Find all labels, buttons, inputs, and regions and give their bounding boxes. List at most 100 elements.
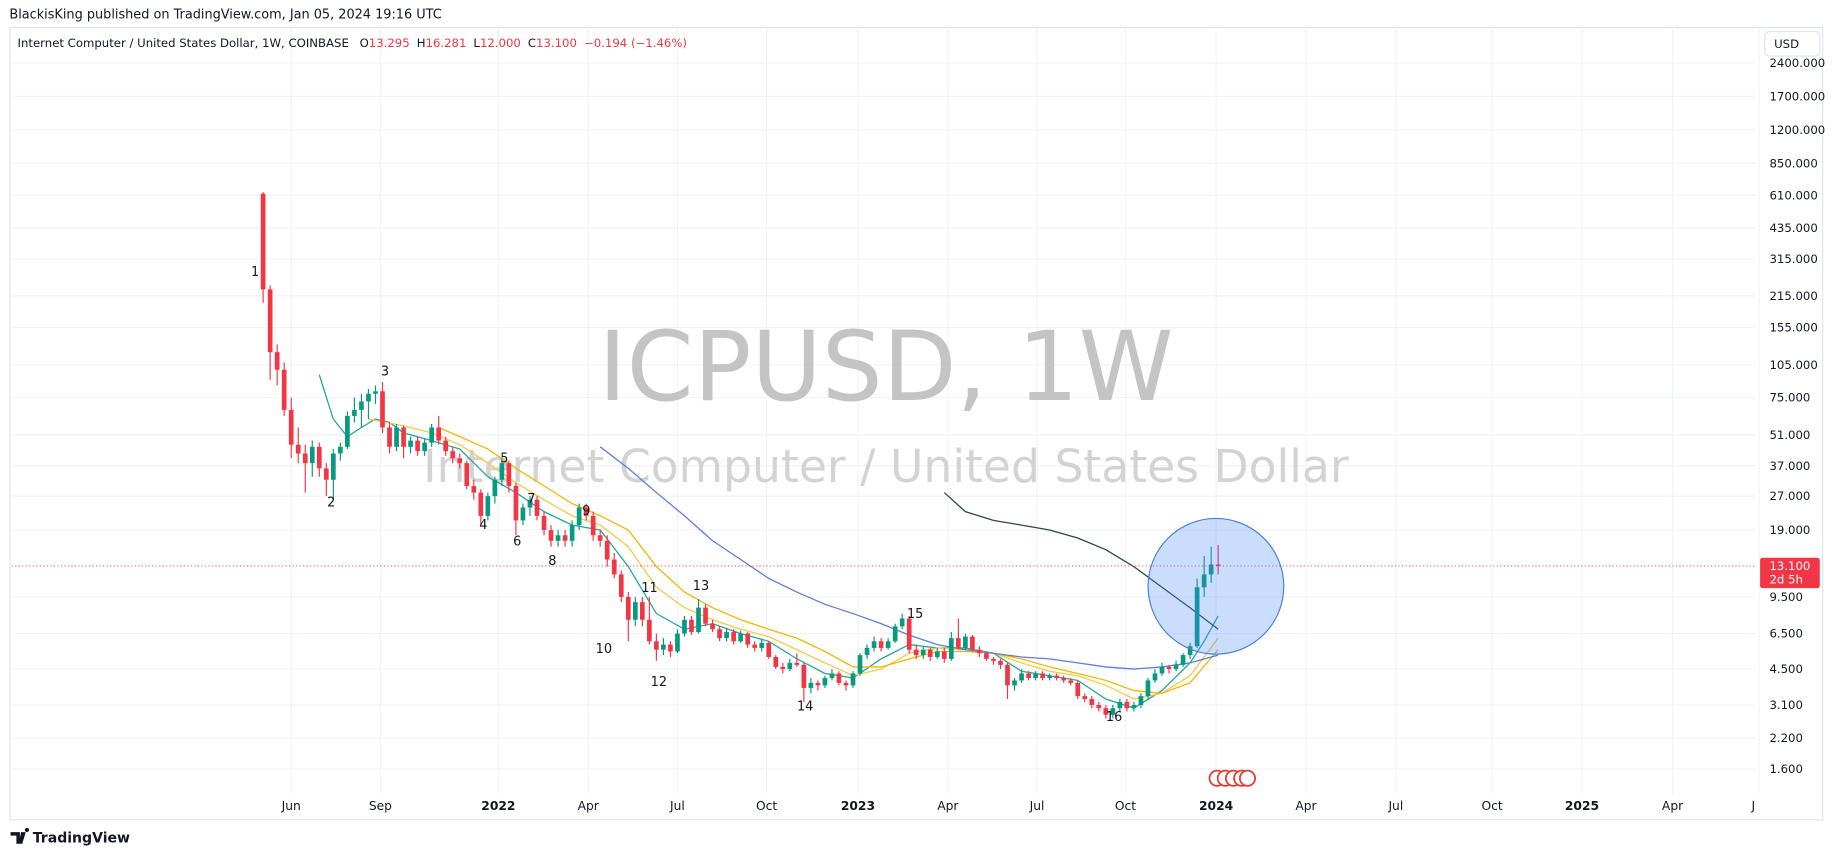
candle-body xyxy=(1012,680,1017,686)
candle-body xyxy=(717,629,722,639)
candle-body xyxy=(267,289,273,353)
y-tick-label: 4.500 xyxy=(1769,662,1802,676)
y-tick-label: 1700.000 xyxy=(1769,89,1825,103)
candle-body xyxy=(899,618,905,627)
candle-body xyxy=(1089,698,1095,706)
candle-body xyxy=(422,442,427,452)
legend-key: H xyxy=(417,36,426,50)
candle-body xyxy=(555,535,561,541)
y-tick-label: 2400.000 xyxy=(1769,56,1825,70)
candle-body xyxy=(885,641,891,648)
wave-label: 3 xyxy=(381,365,389,380)
currency-button[interactable] xyxy=(1764,31,1821,57)
candle-body xyxy=(597,535,603,541)
candle-body xyxy=(878,641,884,648)
candle-body xyxy=(977,649,982,654)
wave-label: 9 xyxy=(582,504,590,519)
candle-body xyxy=(534,499,540,516)
candle-body xyxy=(639,602,645,620)
x-tick-label: 2024 xyxy=(1199,799,1233,813)
candle-body xyxy=(604,540,610,560)
candle-body xyxy=(934,651,940,657)
highlight-circle xyxy=(1147,517,1285,655)
candle-body xyxy=(689,619,694,633)
y-tick-label: 215.000 xyxy=(1769,289,1817,303)
candle-body xyxy=(457,458,463,464)
y-tick-label: 2.200 xyxy=(1769,731,1802,745)
candle-body xyxy=(590,515,596,536)
y-tick-label: 37.000 xyxy=(1769,459,1810,473)
y-tick-label: 19.000 xyxy=(1769,523,1810,537)
candle-body xyxy=(281,369,287,410)
candle-body xyxy=(970,636,975,650)
candle-body xyxy=(302,453,308,464)
candle-body xyxy=(794,662,800,665)
y-tick-label: 1200.000 xyxy=(1769,123,1825,137)
candle-body xyxy=(394,427,399,447)
x-tick-label: Jul xyxy=(1751,799,1767,813)
wave-label: 1 xyxy=(251,265,259,280)
candle-body xyxy=(956,638,961,648)
x-tick-label: Sep xyxy=(369,799,392,813)
wave-label: 11 xyxy=(641,581,657,596)
candle-body xyxy=(871,641,877,648)
candle-body xyxy=(1047,675,1052,679)
candle-body xyxy=(288,409,294,445)
candle-body xyxy=(295,444,301,454)
y-tick-label: 850.000 xyxy=(1769,156,1817,170)
candle-body xyxy=(380,391,385,428)
legend-value: 12.000 xyxy=(480,36,521,50)
candle-body xyxy=(499,463,505,480)
wave-label: 2 xyxy=(327,496,335,511)
candle-body xyxy=(654,641,659,650)
candle-body xyxy=(696,607,701,633)
legend-key: L xyxy=(473,36,480,50)
wave-label: 15 xyxy=(907,607,923,622)
candle-body xyxy=(1173,664,1179,670)
candle-body xyxy=(1187,646,1193,656)
candle-body xyxy=(345,415,350,447)
candle-body xyxy=(759,642,765,648)
candle-body xyxy=(1152,673,1158,681)
candle-body xyxy=(1208,564,1214,575)
candle-body xyxy=(408,440,413,447)
candle-body xyxy=(857,655,863,674)
candle-body xyxy=(998,660,1003,665)
wave-label: 6 xyxy=(513,534,521,549)
candle-body xyxy=(1131,705,1137,709)
candle-body xyxy=(850,673,856,686)
candle-body xyxy=(780,666,786,670)
candle-body xyxy=(1019,673,1024,681)
candle-body xyxy=(464,463,470,486)
candle-body xyxy=(984,653,989,659)
legend-key: C xyxy=(528,36,536,50)
y-tick-label: 9.500 xyxy=(1769,590,1802,604)
candle-body xyxy=(724,632,729,639)
event-flags[interactable] xyxy=(1208,769,1257,787)
chart-frame xyxy=(9,26,1824,821)
candle-body xyxy=(366,393,371,402)
moving-average-line xyxy=(368,418,1219,700)
axes: 2400.0001700.0001200.000850.000610.00043… xyxy=(281,56,1826,813)
candle-body xyxy=(808,682,814,688)
candle-body xyxy=(991,658,996,661)
wave-label: 4 xyxy=(479,518,487,533)
candle-body xyxy=(1124,701,1130,709)
currency-label[interactable]: USD xyxy=(1774,37,1799,51)
candle-body xyxy=(1138,696,1144,706)
candle-body xyxy=(1061,678,1067,681)
candle-body xyxy=(316,446,322,469)
candle-body xyxy=(513,485,519,521)
y-tick-label: 6.500 xyxy=(1769,627,1802,641)
x-tick-label: Apr xyxy=(1295,799,1317,813)
tradingview-logo xyxy=(10,827,30,844)
x-tick-label: Oct xyxy=(1481,799,1502,813)
candle-body xyxy=(941,651,947,659)
wave-label: 14 xyxy=(797,699,813,714)
candle-body xyxy=(1194,587,1200,647)
y-tick-label: 105.000 xyxy=(1769,358,1817,372)
candle-body xyxy=(527,499,533,508)
candle-body xyxy=(520,507,526,521)
candle-body xyxy=(1117,701,1123,709)
